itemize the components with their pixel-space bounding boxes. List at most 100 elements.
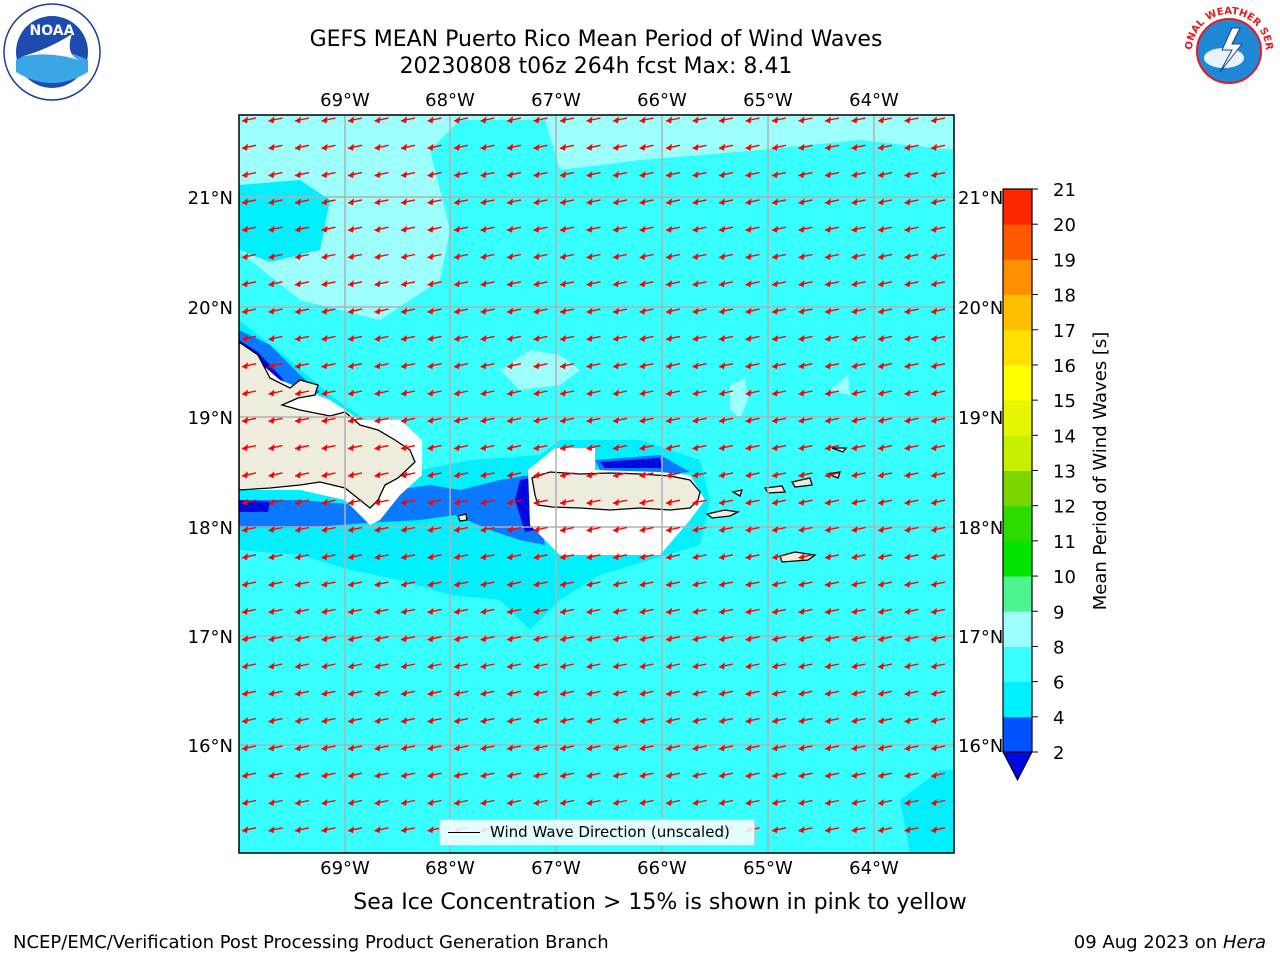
wind-arrow bbox=[453, 307, 469, 315]
colorbar-segment-18 bbox=[1003, 259, 1032, 296]
wind-arrow bbox=[268, 553, 283, 561]
wind-arrow bbox=[718, 717, 734, 725]
wind-arrow bbox=[400, 744, 416, 752]
wind-arrow bbox=[877, 717, 893, 725]
wind-arrow bbox=[639, 198, 654, 206]
wind-arrow bbox=[294, 143, 310, 151]
wind-arrow bbox=[692, 471, 707, 479]
wind-arrow bbox=[665, 444, 681, 452]
wind-arrow bbox=[294, 444, 310, 452]
wind-arrow bbox=[480, 362, 495, 370]
wind-arrow bbox=[321, 826, 336, 834]
wind-arrow bbox=[851, 526, 866, 533]
colorbar-tick-label-6: 6 bbox=[1053, 673, 1064, 694]
wind-arrow bbox=[930, 580, 946, 588]
lat-label-left-0: 21°N bbox=[188, 188, 233, 209]
wind-arrow bbox=[930, 498, 946, 506]
wind-arrow bbox=[374, 389, 389, 397]
wind-arrow bbox=[824, 498, 840, 506]
wind-arrow bbox=[877, 689, 893, 697]
wind-arrow bbox=[612, 580, 628, 588]
wind-arrow bbox=[268, 198, 283, 206]
wind-arrow bbox=[851, 225, 866, 233]
wave-zone-light-patch-2 bbox=[730, 378, 748, 418]
wind-arrow bbox=[480, 307, 495, 315]
wind-arrow bbox=[321, 198, 336, 206]
wind-arrow bbox=[480, 689, 495, 697]
wind-arrow bbox=[798, 280, 813, 288]
wind-arrow bbox=[930, 362, 946, 370]
footer-date: 09 Aug 2023 on Hera bbox=[1074, 932, 1266, 953]
wind-arrow bbox=[877, 116, 893, 124]
colorbar-segment-17 bbox=[1003, 294, 1032, 331]
wind-arrow bbox=[559, 662, 575, 670]
wind-arrow bbox=[639, 498, 654, 506]
wind-arrow bbox=[639, 171, 654, 179]
wind-arrow bbox=[506, 143, 522, 151]
lon-label-top-1: 68°W bbox=[425, 90, 475, 111]
wind-arrow bbox=[506, 526, 522, 533]
wave-zone-dark-pr-north bbox=[600, 458, 662, 468]
wind-arrow bbox=[241, 744, 257, 752]
wind-arrow bbox=[427, 553, 442, 561]
wind-arrow bbox=[798, 334, 813, 342]
wind-arrow bbox=[851, 771, 866, 779]
wind-arrow bbox=[824, 171, 840, 179]
wind-arrow bbox=[427, 580, 442, 588]
wind-arrow bbox=[294, 389, 310, 397]
wind-arrow bbox=[692, 143, 707, 151]
wind-arrow bbox=[824, 771, 840, 779]
colorbar-segment-16 bbox=[1003, 329, 1032, 366]
lon-label-top-5: 64°W bbox=[849, 90, 899, 111]
wind-arrow bbox=[241, 580, 257, 588]
wind-arrow bbox=[321, 689, 336, 697]
wind-arrow bbox=[453, 171, 469, 179]
wind-arrow bbox=[321, 607, 336, 615]
wind-arrow bbox=[294, 334, 310, 342]
wind-arrow bbox=[877, 471, 893, 479]
wind-arrow bbox=[745, 198, 760, 206]
wind-arrow bbox=[851, 744, 866, 752]
wind-arrow bbox=[241, 799, 257, 806]
wind-arrow bbox=[559, 198, 575, 206]
wind-arrow bbox=[851, 717, 866, 725]
wind-arrow bbox=[533, 198, 548, 206]
wind-arrow bbox=[718, 307, 734, 315]
wind-arrow bbox=[268, 307, 283, 315]
wind-arrow bbox=[400, 799, 416, 806]
wind-arrow bbox=[639, 689, 654, 697]
wind-arrow bbox=[374, 253, 389, 260]
wind-arrow bbox=[427, 744, 442, 752]
wind-arrow bbox=[294, 362, 310, 370]
wind-arrow bbox=[798, 444, 813, 452]
wind-arrow bbox=[321, 471, 336, 479]
lon-labels-bottom: 69°W 68°W 67°W 66°W 65°W 64°W bbox=[320, 858, 899, 879]
wind-arrow bbox=[321, 580, 336, 588]
wind-arrow bbox=[692, 689, 707, 697]
wind-arrow bbox=[851, 389, 866, 397]
wind-arrow bbox=[639, 471, 654, 479]
wind-arrow bbox=[533, 389, 548, 397]
wind-arrow bbox=[665, 116, 681, 124]
lon-label-top-2: 67°W bbox=[531, 90, 581, 111]
wind-arrow bbox=[347, 744, 363, 752]
wind-arrow bbox=[904, 416, 919, 424]
wind-arrow bbox=[877, 635, 893, 643]
wind-arrow bbox=[294, 826, 310, 834]
wind-arrow bbox=[798, 635, 813, 643]
wind-arrow bbox=[639, 280, 654, 288]
colorbar-segment-4 bbox=[1003, 681, 1032, 718]
wind-arrow bbox=[665, 662, 681, 670]
wind-arrow bbox=[771, 689, 787, 697]
wind-arrow bbox=[639, 307, 654, 315]
wind-arrow bbox=[930, 307, 946, 315]
wind-arrow bbox=[374, 198, 389, 206]
wind-arrow bbox=[798, 143, 813, 151]
wind-arrow bbox=[506, 498, 522, 506]
wind-arrow bbox=[930, 635, 946, 643]
wind-arrow bbox=[904, 526, 919, 533]
wind-arrow bbox=[374, 526, 389, 533]
wind-arrow bbox=[321, 717, 336, 725]
wind-arrow bbox=[718, 362, 734, 370]
wind-arrow bbox=[639, 526, 654, 533]
